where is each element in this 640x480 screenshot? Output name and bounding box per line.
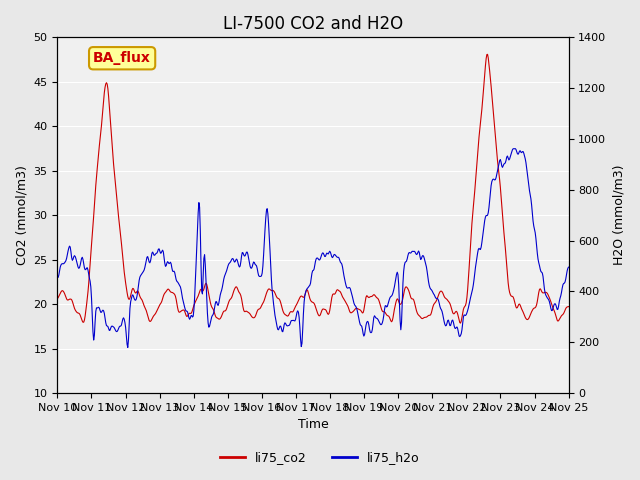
li75_co2 bbox=[484, 51, 492, 57]
Y-axis label: CO2 (mmol/m3): CO2 (mmol/m3) bbox=[15, 165, 28, 265]
li75_co2 bbox=[564, 304, 572, 310]
Text: BA_flux: BA_flux bbox=[93, 51, 151, 65]
li75_h2o bbox=[54, 275, 61, 280]
li75_h2o bbox=[511, 146, 519, 152]
li75_h2o bbox=[390, 284, 398, 289]
li75_co2 bbox=[457, 320, 465, 326]
Title: LI-7500 CO2 and H2O: LI-7500 CO2 and H2O bbox=[223, 15, 403, 33]
li75_co2 bbox=[375, 297, 383, 303]
Y-axis label: H2O (mmol/m3): H2O (mmol/m3) bbox=[612, 165, 625, 265]
Legend: li75_co2, li75_h2o: li75_co2, li75_h2o bbox=[215, 446, 425, 469]
li75_h2o bbox=[168, 265, 176, 271]
li75_co2 bbox=[54, 296, 61, 301]
li75_h2o bbox=[564, 264, 572, 270]
li75_co2 bbox=[167, 289, 175, 295]
li75_h2o bbox=[376, 320, 383, 325]
li75_co2 bbox=[115, 220, 123, 226]
li75_co2 bbox=[390, 311, 397, 316]
Line: li75_co2: li75_co2 bbox=[58, 54, 568, 323]
Line: li75_h2o: li75_h2o bbox=[58, 149, 568, 348]
li75_h2o bbox=[195, 200, 203, 205]
li75_co2 bbox=[63, 296, 70, 302]
li75_co2 bbox=[195, 293, 202, 299]
li75_h2o bbox=[63, 255, 70, 261]
li75_h2o bbox=[115, 324, 123, 330]
X-axis label: Time: Time bbox=[298, 419, 328, 432]
li75_h2o bbox=[124, 345, 132, 350]
